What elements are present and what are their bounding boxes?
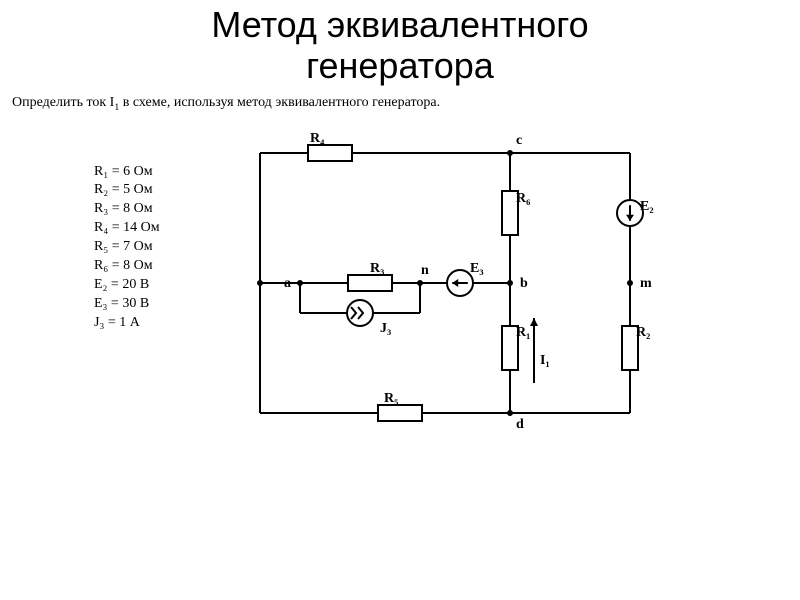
node-d-label: d (516, 417, 524, 433)
circuit-svg (0, 113, 800, 533)
label-R1: R₁ (516, 325, 530, 341)
label-R4: R₄ (310, 131, 324, 147)
title-line-2: генератора (306, 45, 494, 86)
problem-statement: Определить ток I1 в схеме, используя мет… (0, 87, 800, 113)
label-E2: E₂ (640, 199, 654, 215)
node-b-label: b (520, 276, 528, 292)
node-c-label: c (516, 133, 522, 149)
problem-suffix: в схеме, используя метод эквивалентного … (119, 95, 440, 110)
label-R6: R₆ (516, 191, 530, 207)
label-J3: J₃ (380, 321, 391, 337)
label-E3: E₃ (470, 261, 484, 277)
node-a-label: a (284, 276, 291, 292)
label-I1: I₁ (540, 353, 550, 369)
label-R3: R₃ (370, 261, 384, 277)
title-line-1: Метод эквивалентного (211, 4, 588, 45)
node-m-label: m (640, 276, 652, 292)
page-title: Метод эквивалентного генератора (0, 0, 800, 87)
problem-prefix: Определить ток I (12, 95, 114, 110)
diagram-area: R₁ = 6 Ом R₂ = 5 Ом R₃ = 8 Ом R₄ = 14 Ом… (0, 113, 800, 533)
label-R5: R₅ (384, 391, 398, 407)
node-n-label: n (421, 263, 429, 279)
label-R2: R₂ (636, 325, 650, 341)
